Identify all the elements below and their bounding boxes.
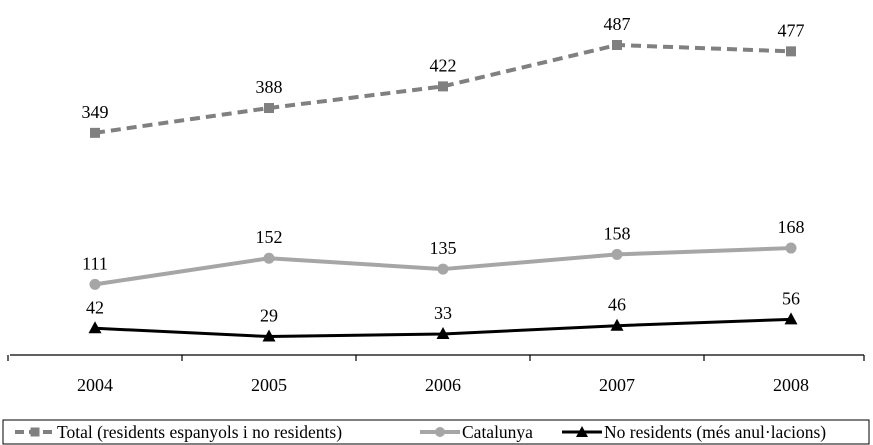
x-tick-label-2004: 2004 [77, 375, 113, 395]
data-label-s0-2004: 349 [82, 102, 109, 122]
legend-entry-catalunya: Catalunya [420, 422, 533, 442]
data-label-s2-2005: 29 [260, 306, 278, 326]
data-point-s1-2005 [263, 252, 275, 264]
x-tick-label-2005: 2005 [251, 375, 287, 395]
data-label-s0-2008: 477 [778, 20, 805, 40]
data-labels: 349 388 422 487 477 111 152 135 158 168 42 29 33 46 56 [82, 14, 805, 326]
data-point-s2-2008 [784, 312, 798, 325]
legend-entry-total: Total (residents espanyols i no resident… [15, 422, 342, 442]
series-markers [88, 40, 798, 342]
data-point-s0-2004 [90, 127, 100, 138]
data-label-s0-2006: 422 [430, 55, 457, 75]
data-point-s1-2006 [437, 263, 449, 275]
legend-label-no-residents: No residents (més anul·lacions) [604, 422, 826, 442]
data-label-s0-2005: 388 [256, 77, 283, 97]
x-axis-ticks [7, 355, 865, 361]
data-point-s1-2007 [611, 248, 623, 260]
data-label-s2-2007: 46 [608, 295, 626, 315]
data-label-s0-2007: 487 [604, 14, 631, 34]
x-tick-label-2006: 2006 [425, 375, 461, 395]
data-point-s2-2004 [88, 321, 102, 334]
x-tick-label-2007: 2007 [599, 375, 635, 395]
data-label-s2-2006: 33 [434, 303, 452, 323]
legend-entry-no-residents: No residents (més anul·lacions) [562, 422, 826, 442]
data-point-s2-2005 [262, 329, 276, 342]
data-point-s2-2006 [436, 326, 450, 339]
data-label-s1-2007: 158 [604, 223, 631, 243]
data-point-s0-2007 [612, 40, 622, 51]
series-line-0 [94, 43, 792, 135]
data-label-s2-2004: 42 [86, 297, 104, 317]
data-point-s0-2008 [786, 46, 796, 57]
x-tick-label-2008: 2008 [773, 375, 809, 395]
legend-marker-no-residents [576, 426, 588, 437]
data-point-s1-2004 [89, 278, 101, 290]
data-label-s1-2008: 168 [778, 217, 805, 237]
data-label-s1-2004: 111 [82, 253, 108, 273]
data-label-s1-2006: 135 [430, 238, 457, 258]
legend: Total (residents espanyols i no resident… [2, 419, 870, 445]
data-point-s2-2007 [610, 318, 624, 331]
data-point-s0-2005 [264, 103, 274, 114]
legend-marker-total [30, 427, 40, 437]
legend-marker-catalunya [435, 427, 445, 437]
legend-label-total: Total (residents espanyols i no resident… [57, 422, 342, 442]
data-point-s1-2008 [785, 242, 797, 254]
data-point-s0-2006 [438, 81, 448, 92]
data-label-s1-2005: 152 [256, 227, 283, 247]
legend-label-catalunya: Catalunya [462, 422, 533, 442]
data-label-s2-2008: 56 [782, 288, 800, 308]
x-axis-tick-labels: 2004 2005 2006 2007 2008 [77, 375, 809, 395]
